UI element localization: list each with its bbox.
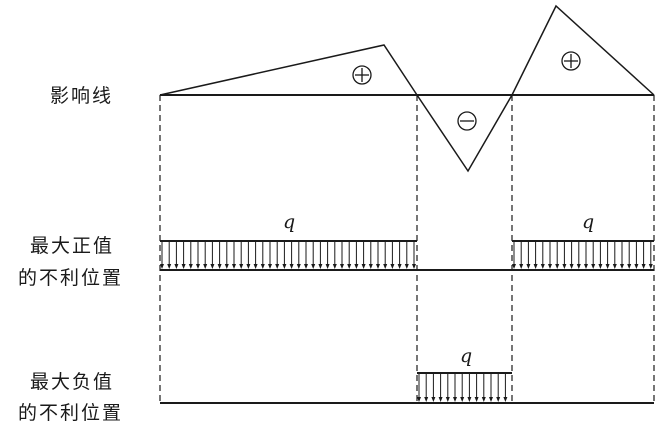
max-negative-label-line2: 的不利位置 — [18, 402, 124, 424]
load-arrowhead — [431, 397, 436, 402]
negative-sign-icon — [457, 111, 477, 131]
influence-curve — [159, 4, 655, 173]
load-arrowhead — [467, 397, 472, 402]
load-symbol-positive-left: q — [283, 211, 295, 233]
load-arrowhead — [412, 264, 416, 269]
load-arrowhead — [620, 264, 624, 269]
load-arrowhead — [332, 264, 337, 269]
load-arrowhead — [354, 264, 359, 269]
load-arrowhead — [304, 264, 308, 269]
positive-sign-icon-2 — [561, 51, 581, 71]
load-arrowhead — [540, 264, 545, 269]
load-arrowhead — [296, 264, 301, 269]
load-arrowhead — [648, 264, 653, 269]
load-arrowhead — [555, 264, 560, 269]
load-arrowhead — [325, 264, 330, 269]
load-arrowhead — [562, 264, 567, 269]
load-arrowhead — [340, 264, 344, 269]
load-arrowhead — [598, 264, 603, 269]
load-symbol-negative: q — [460, 345, 472, 367]
load-symbol-positive-right: q — [582, 211, 594, 233]
load-arrowhead — [460, 397, 465, 402]
load-arrowhead — [489, 397, 493, 402]
load-arrowhead — [275, 264, 280, 269]
load-arrowhead — [210, 264, 215, 269]
load-arrowhead — [253, 264, 258, 269]
load-arrowhead — [641, 264, 646, 269]
load-arrowhead — [232, 264, 236, 269]
max-positive-label-line1: 最大正值 — [30, 235, 115, 257]
load-arrowhead — [424, 397, 429, 402]
zero-point-guides — [159, 95, 655, 403]
load-arrowhead — [224, 264, 229, 269]
load-arrowhead — [512, 264, 516, 269]
uniform-load-negative — [417, 372, 512, 402]
load-arrowhead — [526, 264, 531, 269]
load-arrowhead — [368, 264, 373, 269]
load-arrowhead — [246, 264, 251, 269]
load-arrowhead — [174, 264, 179, 269]
load-arrowhead — [605, 264, 610, 269]
uniform-load-positive-right — [512, 240, 654, 269]
load-arrowhead — [289, 264, 294, 269]
load-arrowhead — [376, 264, 380, 269]
load-arrowhead — [453, 397, 457, 402]
load-arrowhead — [196, 264, 200, 269]
load-arrowhead — [576, 264, 581, 269]
load-arrowhead — [390, 264, 395, 269]
load-arrowhead — [612, 264, 617, 269]
load-arrowhead — [397, 264, 402, 269]
load-arrowhead — [404, 264, 409, 269]
load-arrowhead — [503, 397, 508, 402]
load-arrowhead — [481, 397, 486, 402]
load-arrowhead — [591, 264, 596, 269]
load-arrowhead — [569, 264, 574, 269]
load-arrowhead — [181, 264, 186, 269]
positive-sign-icon — [352, 65, 372, 85]
load-arrowhead — [260, 264, 265, 269]
load-arrowhead — [634, 264, 639, 269]
load-arrowhead — [438, 397, 443, 402]
load-arrowhead — [268, 264, 272, 269]
load-arrowhead — [584, 264, 588, 269]
load-arrowhead — [160, 264, 164, 269]
influence-line-label: 影响线 — [50, 85, 114, 107]
load-arrowhead — [627, 264, 632, 269]
load-arrowhead — [347, 264, 352, 269]
max-positive-label-line2: 的不利位置 — [18, 267, 124, 289]
load-arrowhead — [203, 264, 208, 269]
load-arrowhead — [282, 264, 287, 269]
load-arrowhead — [519, 264, 524, 269]
load-arrowhead — [318, 264, 323, 269]
load-arrowhead — [417, 397, 421, 402]
load-arrowhead — [533, 264, 538, 269]
load-arrowhead — [239, 264, 244, 269]
load-arrowhead — [474, 397, 479, 402]
load-arrowhead — [167, 264, 172, 269]
load-arrowhead — [188, 264, 193, 269]
load-arrowhead — [361, 264, 366, 269]
load-arrowhead — [548, 264, 552, 269]
load-arrowhead — [311, 264, 316, 269]
load-arrowhead — [217, 264, 222, 269]
load-arrowhead — [496, 397, 501, 402]
load-arrowhead — [445, 397, 450, 402]
uniform-load-positive-left — [160, 240, 417, 269]
max-negative-label-line1: 最大负值 — [30, 371, 115, 393]
load-arrowhead — [383, 264, 388, 269]
